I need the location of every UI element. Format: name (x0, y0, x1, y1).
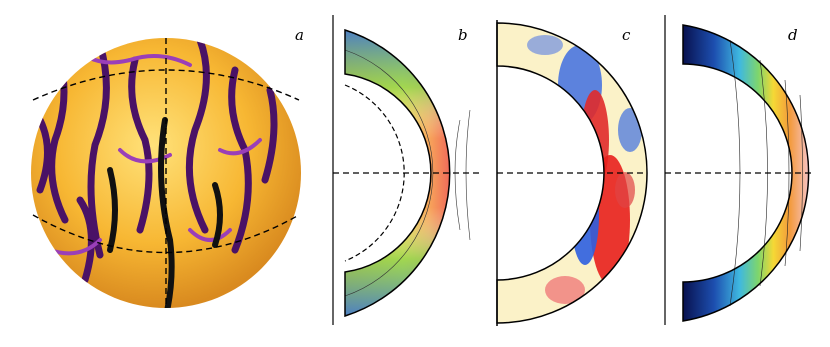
panel-label: d (788, 26, 798, 44)
panel-label: b (458, 26, 468, 44)
panel-label: a (295, 26, 304, 44)
sphere (31, 38, 301, 308)
meridional-slice-c (496, 20, 648, 326)
meridional-slice-d (665, 24, 815, 322)
panel-label: c (622, 26, 631, 44)
meridional-slice-b (333, 28, 483, 318)
